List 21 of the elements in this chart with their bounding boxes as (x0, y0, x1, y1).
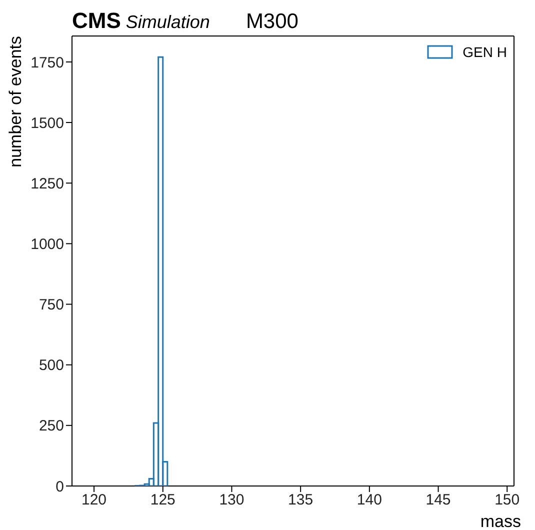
y-tick-label: 500 (38, 357, 64, 374)
text: M300 (246, 10, 298, 34)
x-tick-label: 145 (426, 492, 451, 509)
y-tick-label: 0 (56, 478, 64, 496)
y-tick-label: 1250 (30, 175, 64, 192)
y-tick-label: 750 (38, 296, 64, 314)
x-tick-label: 125 (150, 492, 176, 509)
y-tick-label: 1750 (30, 54, 64, 72)
x-axis-title: mass (480, 512, 521, 530)
chart-subtitle: Simulation (126, 12, 210, 33)
x-tick-label: 120 (82, 492, 107, 509)
y-axis-title: number of events (6, 36, 26, 168)
legend-label: GEN H (462, 44, 507, 60)
x-tick-label: 130 (219, 492, 244, 509)
x-tick-label: 150 (494, 492, 520, 509)
y-tick-label: 1000 (30, 236, 64, 253)
y-tick-label: 250 (38, 418, 64, 435)
y-tick-label: 1500 (30, 114, 64, 132)
chart-title: CMS (72, 8, 121, 34)
x-tick-label: 135 (288, 492, 314, 509)
x-tick-label: 140 (356, 492, 382, 509)
